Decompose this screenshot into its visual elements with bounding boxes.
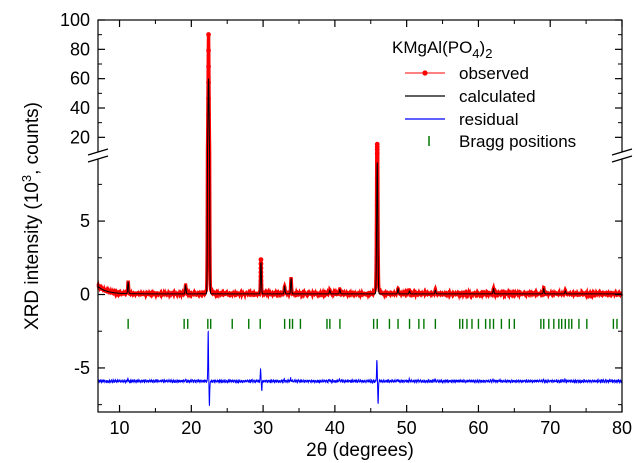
observed-point — [206, 48, 211, 53]
legend: KMgAl(PO4)2 observed calculated residual… — [392, 38, 576, 151]
y-tick-label: 60 — [70, 69, 90, 89]
legend-title: KMgAl(PO4)2 — [392, 38, 492, 61]
x-tick-label: 60 — [468, 418, 488, 438]
y-tick-label: 20 — [70, 127, 90, 147]
data-curves — [96, 32, 624, 406]
x-tick-label: 70 — [540, 418, 560, 438]
bragg-ticks — [127, 318, 618, 329]
legend-label-residual: residual — [459, 110, 519, 129]
observed-point — [206, 128, 211, 134]
legend-item-calculated: calculated — [405, 87, 536, 106]
observed-point — [258, 278, 264, 284]
x-tick-label: 40 — [325, 418, 345, 438]
legend-item-bragg: Bragg positions — [428, 132, 576, 151]
y-axis-title: XRD intensity (103, counts) — [19, 102, 43, 330]
y-tick-label: 40 — [70, 98, 90, 118]
x-tick-label: 10 — [110, 418, 130, 438]
observed-point — [374, 230, 380, 236]
axis-break-marks — [86, 148, 634, 163]
observed-point — [374, 151, 380, 156]
plot-frame — [97, 19, 623, 413]
y-tick-label: 0 — [80, 285, 90, 305]
y-tick-label: 80 — [70, 39, 90, 59]
observed-point — [258, 282, 264, 288]
axes: 10 20 30 40 50 60 70 80 -5 0 5 20 40 60 80 100 — [60, 10, 632, 438]
observed-point — [374, 141, 380, 147]
series-residual-line — [97, 330, 623, 406]
y-tick-label: 100 — [60, 10, 90, 30]
legend-marker-observed — [422, 70, 428, 76]
legend-item-residual: residual — [405, 110, 519, 129]
x-tick-label: 30 — [253, 418, 273, 438]
observed-point — [258, 257, 264, 263]
legend-label-calculated: calculated — [459, 87, 536, 106]
observed-point — [206, 144, 211, 150]
legend-label-bragg: Bragg positions — [459, 132, 576, 151]
observed-point — [374, 257, 380, 263]
legend-label-observed: observed — [459, 64, 529, 83]
x-tick-label: 50 — [397, 418, 417, 438]
x-axis-title: 2θ (degrees) — [306, 440, 414, 461]
y-tick-label: -5 — [74, 358, 90, 378]
series-calculated-line — [97, 78, 622, 295]
observed-point — [258, 286, 264, 292]
x-tick-label: 80 — [612, 418, 632, 438]
observed-point — [206, 112, 211, 118]
x-tick-label: 20 — [181, 418, 201, 438]
observed-point — [206, 32, 211, 37]
y-tick-label: 5 — [80, 211, 90, 231]
observed-point — [258, 274, 264, 279]
legend-item-observed: observed — [405, 64, 529, 83]
observed-point — [206, 64, 211, 69]
series-observed-line — [96, 32, 624, 301]
